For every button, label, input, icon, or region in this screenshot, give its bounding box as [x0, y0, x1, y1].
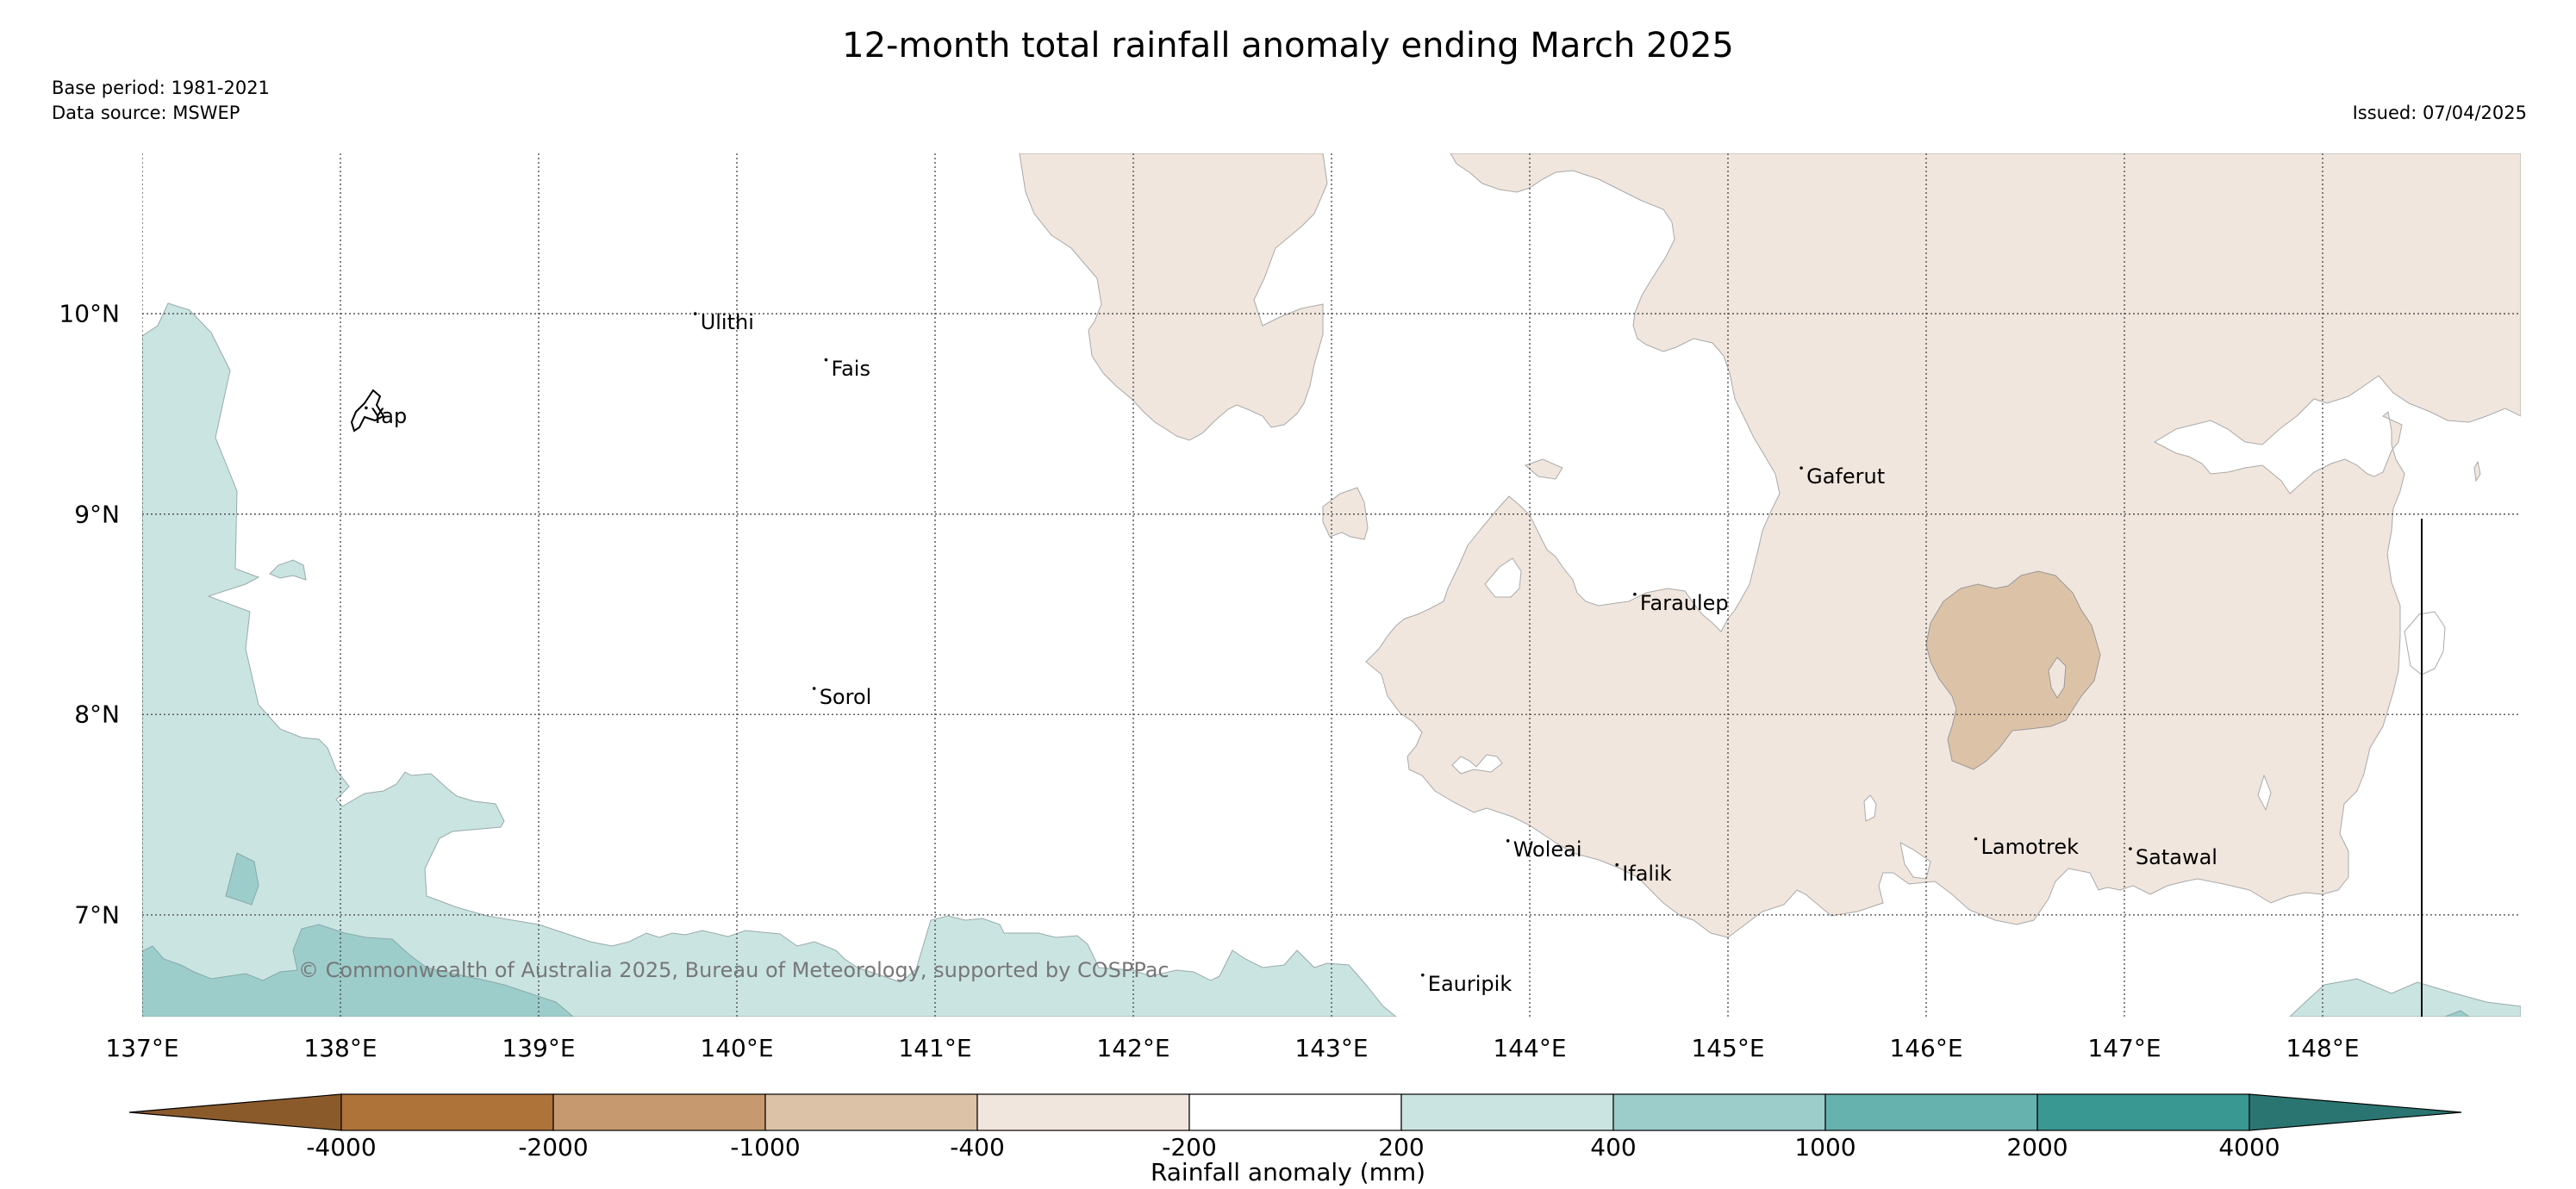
map-area — [142, 153, 2521, 1017]
colorbar-tick-label: -2000 — [518, 1133, 589, 1161]
rainfall-map — [142, 153, 2521, 1017]
place-marker — [1633, 592, 1637, 596]
place-label: Ifalik — [1622, 861, 1672, 886]
colorbar-tick-label: 400 — [1590, 1133, 1637, 1161]
place-label: Fais — [831, 356, 870, 381]
latitude-label: 10°N — [59, 299, 120, 328]
issued-date: Issued: 07/04/2025 — [2352, 103, 2527, 123]
place-marker — [1974, 837, 1978, 841]
anomaly-region-200-400-east — [2289, 978, 2521, 1017]
anomaly-region-200-400-dry-patch — [1322, 487, 1369, 540]
place-marker — [365, 406, 368, 410]
place-markers — [365, 312, 2132, 977]
latitude-label: 9°N — [74, 500, 120, 529]
colorbar-tick-label: 2000 — [2006, 1133, 2068, 1161]
anomaly-patch-dry-small — [1525, 458, 1563, 480]
colorbar-segment — [1824, 1093, 2038, 1131]
anomaly-hole-white-3 — [1863, 794, 1877, 822]
colorbar-tick-label: -1000 — [730, 1133, 801, 1161]
anomaly-region-400-1000-east — [2444, 1010, 2470, 1017]
colorbar — [128, 1093, 2462, 1131]
anomaly-hole-white-2 — [1451, 754, 1503, 775]
latitude-label: 8°N — [74, 700, 120, 729]
place-marker — [1615, 862, 1619, 867]
colorbar-segment — [976, 1093, 1190, 1131]
longitude-label: 141°E — [898, 1034, 972, 1062]
longitude-label: 142°E — [1096, 1034, 1170, 1062]
longitude-label: 145°E — [1691, 1034, 1765, 1062]
colorbar-segment — [1188, 1093, 1402, 1131]
copyright-notice: © Commonwealth of Australia 2025, Bureau… — [298, 958, 1169, 982]
map-metadata: Base period: 1981-2021 Data source: MSWE… — [52, 76, 270, 126]
anomaly-patch-dry-tiny — [2473, 460, 2481, 482]
anomaly-region-400-1000-blob — [225, 852, 259, 906]
longitude-label: 137°E — [105, 1034, 179, 1062]
map-title: 12-month total rainfall anomaly ending M… — [842, 26, 1734, 65]
anomaly-region-200-400-west — [142, 302, 1397, 1017]
longitude-label: 138°E — [303, 1034, 377, 1062]
place-label: Woleai — [1513, 837, 1582, 862]
colorbar-segment — [1612, 1093, 1826, 1131]
colorbar-tick-label: -4000 — [306, 1133, 377, 1161]
anomaly-hole-dry-inner — [2048, 657, 2067, 699]
anomaly-hole-white-5 — [2257, 774, 2272, 812]
colorbar-tick-label: 200 — [1378, 1133, 1425, 1161]
colorbar-tick-label: 1000 — [1794, 1133, 1856, 1161]
colorbar-segment — [552, 1093, 766, 1131]
longitude-label: 144°E — [1493, 1034, 1567, 1062]
graticule — [142, 153, 2521, 1017]
place-label: Gaferut — [1806, 464, 1886, 489]
anomaly-region-200-400-dry-central — [1019, 153, 1328, 441]
place-marker — [1506, 839, 1510, 843]
anomaly-region-400-1000-west — [142, 924, 574, 1017]
place-marker — [1421, 973, 1425, 977]
colorbar-segment — [340, 1093, 554, 1131]
place-marker — [693, 312, 697, 315]
colorbar-segment — [1400, 1093, 1614, 1131]
colorbar-extend-max — [2249, 1093, 2462, 1131]
colorbar-extend-min — [128, 1093, 342, 1131]
anomaly-hole-white-1 — [1484, 557, 1522, 598]
colorbar-segment — [764, 1093, 978, 1131]
place-label: Sorol — [819, 685, 872, 710]
longitude-label: 148°E — [2286, 1034, 2360, 1062]
colorbar-title: Rainfall anomaly (mm) — [1150, 1158, 1426, 1186]
base-period: Base period: 1981-2021 — [52, 78, 270, 98]
latitude-label: 7°N — [74, 900, 120, 930]
longitude-label: 146°E — [1889, 1034, 1963, 1062]
longitude-label: 147°E — [2087, 1034, 2161, 1062]
place-label: Eauripik — [1427, 971, 1513, 996]
anomaly-region-200-400-small — [269, 559, 307, 581]
anomaly-hole-white-6 — [2404, 611, 2446, 675]
place-label: Ulithi — [700, 310, 754, 335]
place-label: Yap — [371, 404, 408, 429]
longitude-label: 140°E — [700, 1034, 774, 1062]
place-label: Satawal — [2135, 845, 2217, 870]
place-marker — [824, 358, 828, 362]
colorbar-tick-label: 4000 — [2218, 1133, 2280, 1161]
place-marker — [2129, 847, 2132, 850]
longitude-label: 139°E — [502, 1034, 576, 1062]
colorbar-tick-label: -200 — [1162, 1133, 1217, 1161]
longitude-label: 143°E — [1294, 1034, 1369, 1062]
place-marker — [812, 687, 816, 690]
yap-island-outline — [350, 389, 385, 433]
anomaly-region-400-1000-dry — [1925, 570, 2101, 770]
place-label: Lamotrek — [1980, 835, 2080, 860]
colorbar-segment — [2036, 1093, 2250, 1131]
place-label: Faraulep — [1639, 590, 1729, 615]
place-marker — [1799, 466, 1803, 470]
colorbar-tick-label: -400 — [950, 1133, 1005, 1161]
data-source: Data source: MSWEP — [52, 103, 240, 123]
anomaly-region-200-400-dry-east — [1365, 153, 2521, 938]
